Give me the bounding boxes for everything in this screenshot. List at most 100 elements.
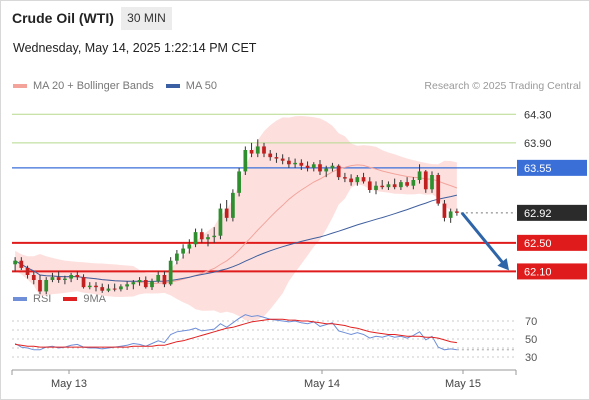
candle [405, 177, 409, 188]
candle-body [380, 185, 385, 188]
candle [280, 154, 285, 165]
candle-body [75, 275, 80, 278]
candle-body [94, 285, 98, 288]
candle-body [430, 175, 434, 190]
candle [94, 282, 98, 292]
candle [137, 277, 142, 286]
candle-body [305, 165, 310, 168]
candle [305, 161, 310, 172]
candle [330, 162, 335, 172]
candle [19, 257, 24, 270]
candle-body [56, 277, 61, 280]
candle-body [255, 146, 260, 154]
candle [423, 170, 428, 193]
legend-label-ma50: MA 50 [185, 80, 217, 92]
candle [38, 275, 42, 295]
candle-body [392, 184, 397, 188]
candle-body [442, 203, 447, 218]
candle [187, 239, 192, 254]
candle [399, 180, 403, 190]
candle-body [318, 164, 322, 172]
candle-body [106, 288, 111, 291]
timeframe-button[interactable]: 30 MIN [121, 7, 172, 30]
candle [212, 227, 217, 243]
rsi-swatch [13, 297, 27, 301]
x-tick-label: May 14 [304, 378, 340, 390]
candle-body [100, 287, 105, 291]
candle [268, 150, 273, 161]
x-tick-label: May 15 [445, 378, 481, 390]
datetime-label: Wednesday, May 14, 2025 1:22:14 PM CET [13, 41, 257, 55]
level-label-63.55: 63.55 [524, 163, 552, 175]
candle-body [361, 177, 366, 182]
candle-body [44, 280, 49, 292]
candle [436, 172, 441, 206]
candle [31, 271, 36, 285]
candle [224, 200, 229, 222]
candle-body [249, 150, 254, 154]
candle-body [175, 253, 179, 261]
candle [417, 164, 422, 184]
candle [87, 282, 92, 290]
x-tick-label: May 13 [51, 378, 87, 390]
candle-body [343, 177, 347, 179]
candle-body [262, 146, 266, 154]
candle-body [38, 280, 42, 292]
candle-body [119, 286, 123, 290]
rsi-legend: RSI 9MA [13, 293, 118, 305]
candle-body [237, 171, 241, 193]
candle-body [212, 235, 217, 238]
candle-body [311, 164, 316, 168]
candle-body [417, 171, 422, 180]
candle-body [455, 211, 459, 213]
candle [162, 271, 167, 288]
candle [336, 164, 341, 180]
legend-item-9ma: 9MA [63, 293, 106, 305]
candle [274, 152, 279, 163]
candle [249, 142, 254, 158]
candle [349, 174, 353, 186]
candle [206, 234, 210, 247]
candle-body [399, 182, 403, 188]
candle-body [243, 150, 248, 172]
candle [156, 271, 161, 283]
candle-body [411, 180, 416, 186]
candle [231, 189, 235, 222]
candle [386, 181, 391, 190]
candle-body [193, 232, 198, 245]
legend-item-ma20: MA 20 + Bollinger Bands [13, 80, 154, 92]
candle [293, 158, 297, 168]
candle-body [50, 277, 55, 280]
candle-body [293, 162, 297, 165]
level-label-64.30: 64.30 [524, 109, 552, 121]
candle-body [405, 182, 409, 186]
legend-label-ma20: MA 20 + Bollinger Bands [33, 80, 154, 92]
candle [63, 275, 67, 285]
candle [255, 139, 260, 158]
candle [81, 274, 86, 289]
level-label-62.50: 62.50 [524, 238, 552, 250]
candle [299, 159, 304, 170]
candle [13, 257, 17, 272]
candle [343, 172, 347, 183]
candle-body [224, 208, 229, 218]
candle [125, 281, 129, 290]
candle-body [367, 181, 372, 190]
candle-body [63, 278, 67, 280]
level-tag-62.50 [517, 234, 587, 251]
9ma-swatch [63, 297, 78, 301]
candle-body [137, 280, 142, 283]
candle [243, 146, 248, 175]
candle [50, 272, 55, 283]
rsi-series-rsi [14, 314, 457, 351]
candle [56, 271, 61, 283]
candle-body [330, 165, 335, 169]
candle-body [199, 232, 204, 240]
candle [100, 283, 105, 293]
candle-body [355, 177, 360, 183]
candle-body [81, 277, 86, 288]
ma50-line [14, 194, 458, 282]
candle [287, 157, 291, 168]
candle [318, 160, 322, 175]
